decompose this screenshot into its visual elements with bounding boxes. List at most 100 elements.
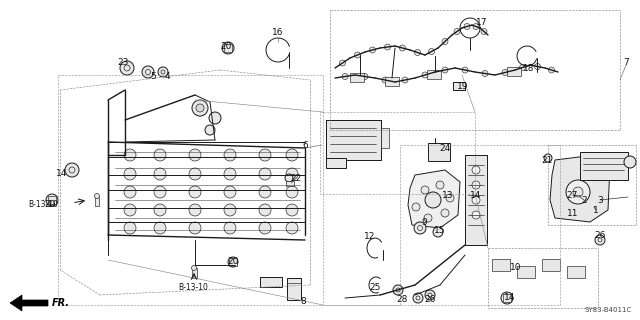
- Bar: [465, 155, 487, 245]
- Circle shape: [413, 293, 423, 303]
- Circle shape: [224, 168, 236, 180]
- Bar: [326, 120, 381, 160]
- Circle shape: [124, 222, 136, 234]
- Text: B-13-10: B-13-10: [28, 199, 58, 209]
- Bar: [488, 248, 598, 308]
- Circle shape: [472, 211, 480, 219]
- Text: 14: 14: [56, 169, 68, 178]
- Circle shape: [548, 67, 554, 73]
- Circle shape: [441, 209, 449, 217]
- Circle shape: [534, 63, 541, 69]
- Circle shape: [224, 222, 236, 234]
- Circle shape: [342, 74, 348, 79]
- Circle shape: [189, 204, 201, 216]
- Bar: [548, 145, 636, 225]
- Circle shape: [425, 192, 441, 208]
- Circle shape: [573, 187, 583, 197]
- Circle shape: [566, 180, 590, 204]
- Circle shape: [259, 149, 271, 161]
- Circle shape: [412, 203, 420, 211]
- Circle shape: [429, 49, 435, 54]
- Text: 21: 21: [541, 156, 553, 164]
- Text: 20: 20: [44, 199, 56, 209]
- Bar: [428, 143, 450, 161]
- Text: 15: 15: [435, 226, 445, 235]
- Text: 1: 1: [593, 205, 599, 214]
- Circle shape: [142, 66, 154, 78]
- Circle shape: [46, 194, 58, 206]
- Circle shape: [189, 149, 201, 161]
- Circle shape: [228, 257, 238, 267]
- Polygon shape: [10, 295, 48, 311]
- Circle shape: [402, 77, 408, 83]
- Circle shape: [189, 168, 201, 180]
- Text: 11: 11: [567, 209, 579, 218]
- Circle shape: [362, 74, 368, 79]
- Text: 23: 23: [117, 58, 129, 67]
- Bar: [260, 277, 282, 287]
- Text: 28: 28: [396, 295, 408, 305]
- Circle shape: [259, 168, 271, 180]
- Circle shape: [124, 149, 136, 161]
- Circle shape: [196, 104, 204, 112]
- Bar: [427, 70, 441, 79]
- Circle shape: [205, 125, 215, 135]
- Bar: [542, 259, 560, 271]
- Text: 25: 25: [369, 284, 381, 292]
- Circle shape: [224, 186, 236, 198]
- Bar: [400, 145, 560, 305]
- Text: 9: 9: [421, 218, 427, 227]
- Bar: [326, 158, 346, 168]
- Polygon shape: [408, 170, 460, 228]
- Text: 12: 12: [364, 231, 376, 241]
- Bar: [567, 266, 585, 278]
- Text: 17: 17: [476, 18, 488, 27]
- Circle shape: [520, 65, 525, 70]
- Circle shape: [192, 100, 208, 116]
- Bar: [58, 75, 323, 305]
- Text: 18: 18: [524, 63, 535, 73]
- Text: 14: 14: [504, 293, 516, 302]
- Bar: [229, 258, 237, 266]
- Text: 16: 16: [272, 28, 284, 36]
- Bar: [287, 278, 301, 300]
- Circle shape: [65, 163, 79, 177]
- Circle shape: [259, 222, 271, 234]
- Circle shape: [472, 196, 480, 204]
- Text: 27: 27: [566, 190, 578, 199]
- Circle shape: [224, 204, 236, 216]
- Text: 6: 6: [302, 140, 308, 149]
- Text: 8: 8: [300, 298, 306, 307]
- Text: 2: 2: [581, 196, 587, 204]
- Circle shape: [502, 69, 508, 76]
- Circle shape: [481, 28, 487, 35]
- Text: 7: 7: [623, 58, 629, 67]
- Circle shape: [286, 204, 298, 216]
- Circle shape: [154, 222, 166, 234]
- Text: 26: 26: [424, 295, 436, 305]
- Circle shape: [120, 61, 134, 75]
- Text: 20: 20: [227, 258, 239, 267]
- Circle shape: [544, 154, 552, 162]
- Circle shape: [464, 23, 470, 29]
- Circle shape: [385, 44, 390, 50]
- Circle shape: [472, 166, 480, 174]
- Text: 19: 19: [457, 82, 468, 91]
- Bar: [320, 112, 475, 194]
- Bar: [385, 77, 399, 86]
- Text: 20: 20: [220, 42, 232, 51]
- Text: 22: 22: [291, 173, 301, 182]
- Text: SY83-B4011C: SY83-B4011C: [585, 307, 632, 313]
- Text: 24: 24: [440, 143, 451, 153]
- Bar: [503, 294, 511, 302]
- Circle shape: [124, 186, 136, 198]
- Bar: [224, 44, 232, 52]
- Circle shape: [124, 204, 136, 216]
- Circle shape: [501, 292, 513, 304]
- Bar: [95, 197, 99, 206]
- Bar: [326, 120, 381, 160]
- Bar: [286, 181, 294, 186]
- Bar: [507, 67, 521, 76]
- Circle shape: [425, 290, 435, 300]
- Circle shape: [436, 181, 444, 189]
